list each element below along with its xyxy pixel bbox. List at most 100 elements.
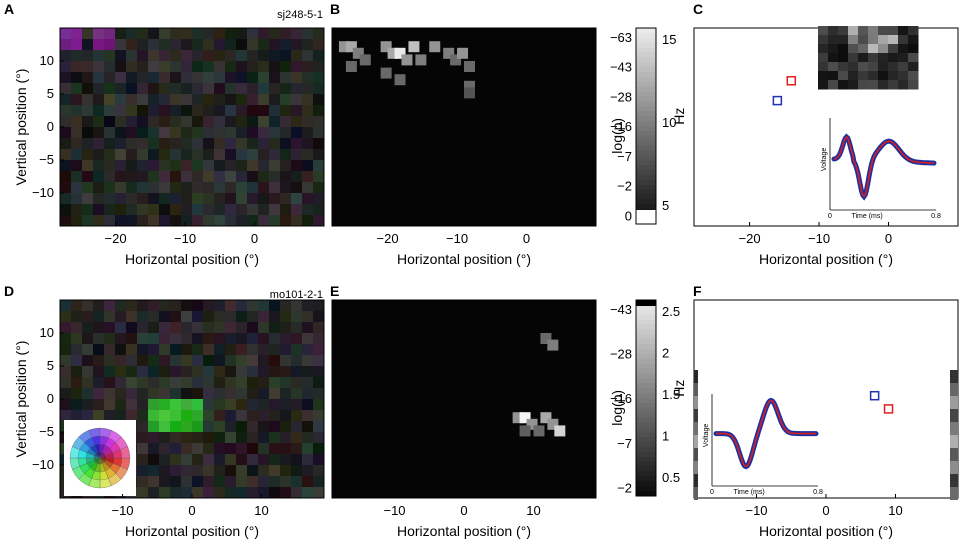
colorbar-gradient-step	[636, 37, 656, 44]
heatmap-cell	[148, 366, 160, 378]
colorbar-gradient-step	[636, 199, 656, 205]
colorbar-gradient-step	[636, 106, 656, 112]
heatmap-cell	[93, 127, 105, 139]
heatmap-cell	[203, 28, 215, 40]
heatmap-cell	[192, 311, 204, 323]
heatmap-cell	[203, 443, 215, 455]
heatmap-cell	[170, 215, 182, 227]
heatmap-cell	[258, 72, 270, 84]
heatmap-cell	[302, 215, 314, 227]
heatmap-cell	[236, 487, 248, 499]
colorbar-gradient-step	[636, 422, 656, 428]
color-wheel-segment	[99, 455, 107, 459]
colorbar-gradient-step	[636, 126, 656, 132]
heatmap-cell	[313, 171, 325, 183]
heatmap-cell	[225, 399, 237, 411]
heatmap-cell	[203, 83, 215, 95]
heatmap-cell	[192, 39, 204, 51]
heatmap-cell	[214, 127, 226, 139]
heatmap-cell	[258, 487, 270, 499]
colorbar-gradient-step	[636, 363, 656, 370]
colorbar-left-label: log(p)	[609, 390, 625, 426]
panel-letter-a: A	[4, 1, 14, 17]
heatmap-cell	[137, 28, 149, 40]
heatmap-cell	[148, 322, 160, 334]
heatmap-cell	[93, 138, 105, 150]
colorbar-bottom: −43 −28 −16 −7 −2 2.5 2 1.5 1 0.5 log(p) Hz	[609, 299, 687, 497]
inset-heatmap-cell	[858, 26, 869, 36]
x-tick-label: −10	[174, 231, 196, 246]
heatmap-cell	[236, 399, 248, 411]
heatmap-cell	[104, 355, 116, 367]
x-tick-label: −10	[446, 231, 468, 246]
inset-heatmap-cell	[908, 35, 919, 45]
heatmap-cell	[71, 215, 83, 227]
heatmap-cell	[104, 182, 116, 194]
inset-heatmap-cell	[908, 71, 919, 81]
heatmap-cell	[236, 410, 248, 422]
heatmap-cell	[225, 432, 237, 444]
heatmap-cell	[159, 61, 171, 73]
heatmap-cell	[269, 388, 281, 400]
heatmap-cell	[269, 72, 281, 84]
inset-heatmap-cell	[838, 62, 849, 72]
heatmap-cell	[192, 476, 204, 488]
panel-letter-e: E	[330, 283, 339, 299]
heatmap-background	[332, 300, 596, 498]
heatmap-cell	[71, 333, 83, 345]
heatmap-cell	[247, 487, 259, 499]
heatmap-cell	[203, 300, 215, 312]
colorbar-left-tick: −43	[610, 60, 632, 75]
heatmap-cell	[137, 487, 149, 499]
heatmap-cell	[93, 355, 105, 367]
y-tick-label: −5	[39, 424, 54, 439]
marker-blue	[772, 95, 783, 106]
heatmap-cell	[148, 127, 160, 139]
heatmap-hot-cell	[345, 61, 357, 72]
heatmap-cell	[203, 149, 215, 161]
heatmap-cell	[313, 105, 325, 117]
inset-heatmap-cell	[878, 80, 889, 90]
heatmap-cell	[291, 193, 303, 205]
heatmap-cell	[71, 105, 83, 117]
colorbar-left-tick: −7	[617, 149, 632, 164]
heatmap-cell	[170, 61, 182, 73]
heatmap-cell	[236, 204, 248, 216]
heatmap-cell	[269, 215, 281, 227]
heatmap-cell	[170, 388, 182, 400]
heatmap-cell	[269, 182, 281, 194]
heatmap-cell	[71, 311, 83, 323]
heatmap-cell	[313, 138, 325, 150]
heatmap-cell	[148, 116, 160, 128]
heatmap-cell	[280, 215, 292, 227]
heatmap-cell	[170, 182, 182, 194]
inset-heatmap-cell	[828, 26, 839, 36]
heatmap-cell	[159, 344, 171, 356]
heatmap-cell	[302, 61, 314, 73]
heatmap-cell	[247, 311, 259, 323]
heatmap-cell	[137, 300, 149, 312]
heatmap-cell	[192, 105, 204, 117]
inset-heatmap-cell	[818, 62, 829, 72]
heatmap-cell	[60, 388, 72, 400]
heatmap-cell	[258, 421, 270, 433]
heatmap-cell	[170, 94, 182, 106]
heatmap-cell	[137, 116, 149, 128]
waveform-xtick: 0.8	[931, 213, 941, 220]
heatmap-cell	[170, 204, 182, 216]
colorbar-gradient-step	[636, 86, 656, 93]
heatmap-cell	[302, 410, 314, 422]
heatmap-cell	[170, 127, 182, 139]
heatmap-cell	[71, 50, 83, 62]
heatmap-hot-cell	[394, 47, 406, 59]
heatmap-cell	[137, 204, 149, 216]
heatmap-cell	[313, 465, 325, 477]
heatmap-cell	[214, 171, 226, 183]
x-axis-label: Horizontal position (°)	[397, 523, 531, 539]
heatmap-hot-cell	[464, 87, 475, 99]
heatmap-cell	[170, 443, 182, 455]
colorbar-gradient-step	[636, 481, 656, 487]
heatmap-cell	[170, 344, 182, 356]
heatmap-cell	[269, 443, 281, 455]
heatmap-cell	[214, 322, 226, 334]
